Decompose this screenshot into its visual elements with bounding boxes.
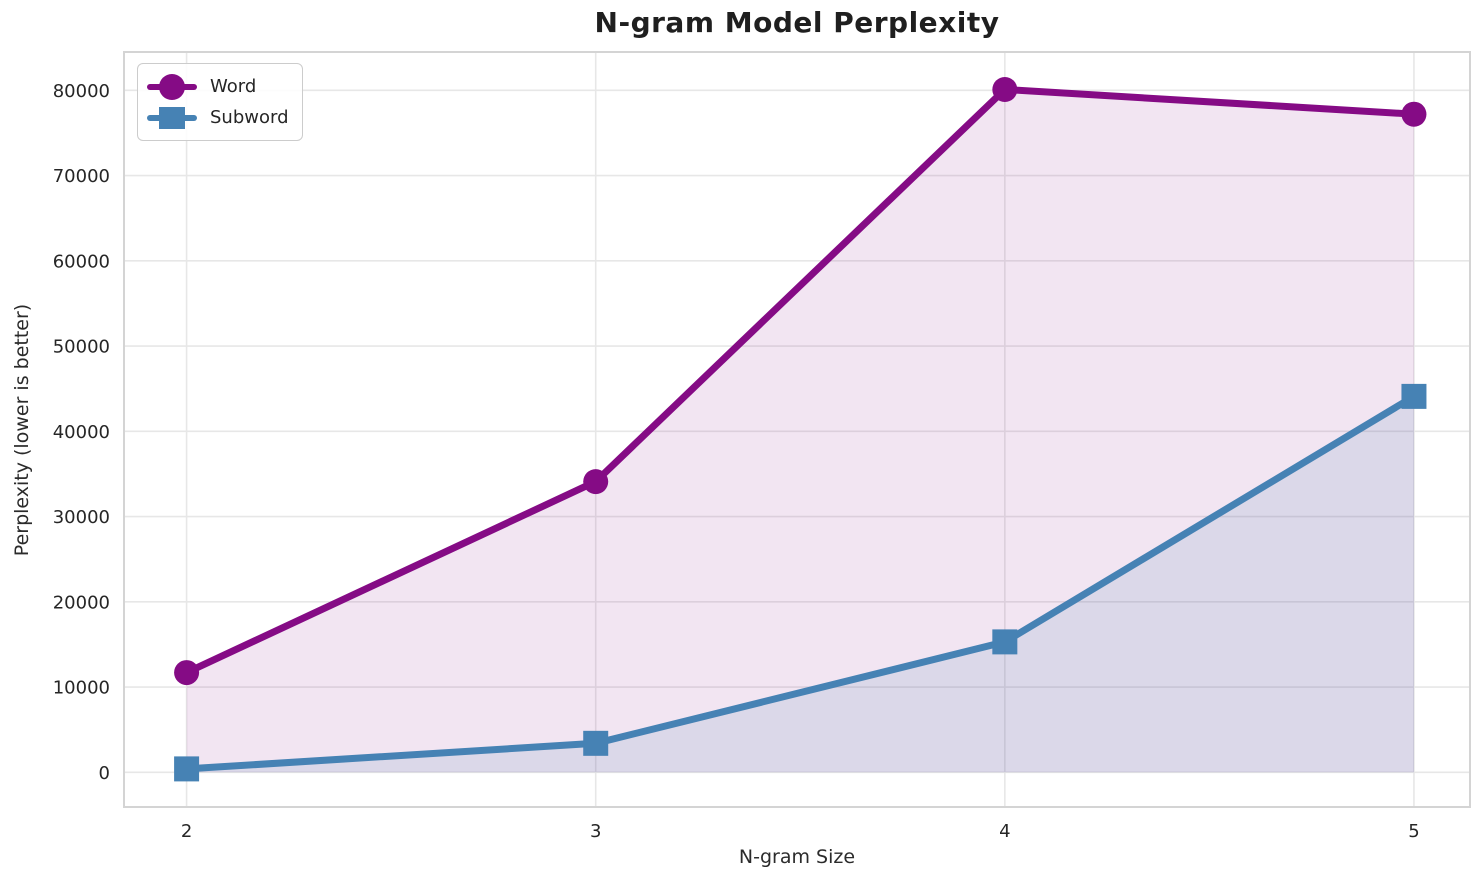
word-marker-x3 (583, 469, 609, 495)
subword-marker-x4 (992, 629, 1018, 655)
legend-item-subword: Subword (147, 102, 290, 133)
subword-marker-x2 (174, 756, 200, 782)
subword-marker-x5 (1401, 383, 1427, 409)
x-tick-label-5: 5 (1408, 821, 1419, 842)
chart-title: N-gram Model Perplexity (594, 6, 1000, 39)
word-marker-x2 (174, 660, 200, 686)
x-tick-label-2: 2 (181, 821, 192, 842)
word-marker-x5 (1401, 101, 1427, 127)
y-axis-label: Perplexity (lower is better) (11, 303, 33, 557)
y-tick-label-40000: 40000 (53, 422, 110, 443)
y-tick-label-80000: 80000 (53, 81, 110, 102)
y-tick-label-30000: 30000 (53, 507, 110, 528)
y-tick-label-70000: 70000 (53, 166, 110, 187)
x-tick-label-4: 4 (999, 821, 1010, 842)
word-area-fill (186, 89, 1415, 773)
y-tick-label-20000: 20000 (53, 592, 110, 613)
legend-label-word: Word (210, 76, 257, 97)
y-tick-label-0: 0 (99, 763, 110, 784)
subword-legend-marker-icon (147, 105, 197, 131)
word-marker-x4 (992, 77, 1018, 103)
axes-frame (123, 51, 1471, 808)
x-tick-label-3: 3 (590, 821, 601, 842)
subword-series-line (183, 392, 1418, 773)
y-tick-label-50000: 50000 (53, 337, 110, 358)
x-axis-label: N-gram Size (738, 846, 856, 868)
word-legend-marker-icon (147, 73, 197, 100)
legend: Word Subword (137, 63, 303, 141)
y-tick-label-60000: 60000 (53, 251, 110, 272)
subword-marker-x3 (583, 730, 609, 756)
legend-label-subword: Subword (210, 107, 289, 128)
legend-item-word: Word (147, 71, 290, 102)
y-tick-label-10000: 10000 (53, 678, 110, 699)
subword-area-fill (186, 396, 1415, 773)
word-series-line (183, 86, 1418, 677)
